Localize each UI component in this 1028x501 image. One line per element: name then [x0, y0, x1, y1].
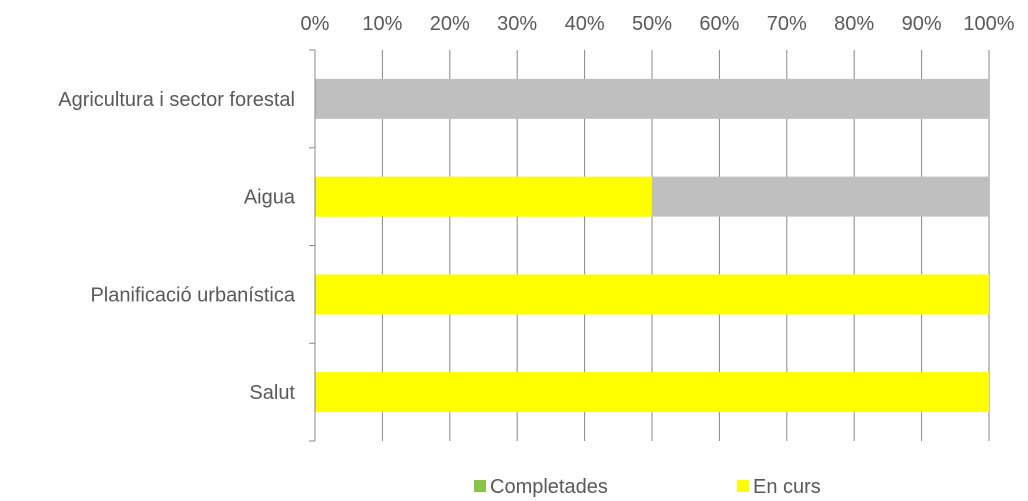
category-label: Planificació urbanística	[90, 284, 295, 306]
x-tick-label: 50%	[632, 13, 672, 35]
x-tick-label: 30%	[497, 13, 537, 35]
legend-label: Completades	[490, 476, 608, 498]
category-label: Salut	[249, 382, 295, 404]
x-tick-label: 40%	[565, 13, 605, 35]
x-axis-tick-labels: 0% 10% 20% 30% 40% 50% 60% 70% 80% 90% 100%	[301, 13, 1015, 35]
x-tick-label: 10%	[362, 13, 402, 35]
legend-swatch	[737, 480, 749, 492]
bar-segment	[315, 78, 989, 119]
x-tick-label: 80%	[834, 13, 874, 35]
x-tick-label: 70%	[767, 13, 807, 35]
axes	[309, 49, 316, 442]
bar-segment	[315, 372, 989, 413]
category-label: Agricultura i sector forestal	[58, 89, 295, 111]
legend-label: En curs	[753, 476, 821, 498]
legend: Completades En curs	[474, 476, 821, 498]
x-tick-label: 0%	[301, 13, 330, 35]
bar-segment	[652, 176, 989, 217]
x-tick-label: 60%	[699, 13, 739, 35]
x-tick-label: 90%	[902, 13, 942, 35]
legend-swatch	[474, 480, 486, 492]
category-label: Aigua	[244, 187, 296, 209]
bar-segment	[315, 274, 989, 315]
category-labels: Agricultura i sector forestal Aigua Planif…	[58, 89, 296, 404]
x-tick-label: 20%	[430, 13, 470, 35]
bars	[315, 78, 989, 413]
bar-segment	[315, 176, 652, 217]
x-tick-label: 100%	[963, 13, 1014, 35]
